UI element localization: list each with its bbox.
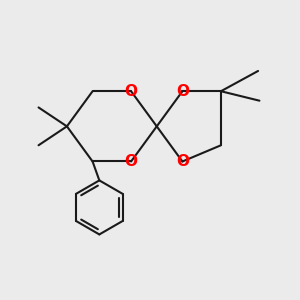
Text: O: O [124,84,138,99]
Text: O: O [176,154,189,169]
Text: O: O [124,154,138,169]
Text: O: O [176,84,189,99]
